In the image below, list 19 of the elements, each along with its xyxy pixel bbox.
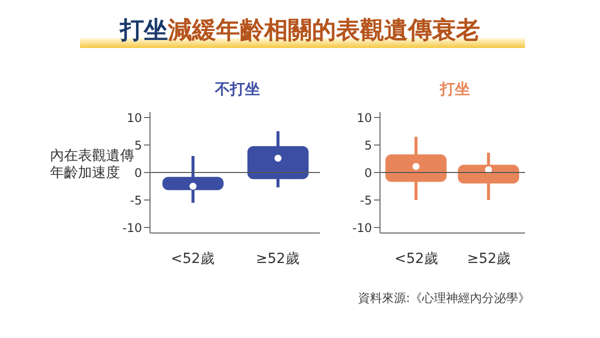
y-tick-label: 10 xyxy=(126,110,142,125)
y-tick-label: -10 xyxy=(352,220,372,235)
y-axis-title: 內在表觀遺傳年齡加速度 xyxy=(50,148,134,181)
y-tick-label: 5 xyxy=(134,138,142,152)
x-tick-label: <52歲 xyxy=(394,250,438,267)
chart-title: 打坐減緩年齡相關的表觀遺傳衰老 xyxy=(118,15,481,46)
x-tick-label: ≥52歲 xyxy=(466,250,511,267)
y-tick-label: -10 xyxy=(122,220,142,235)
y-tick-label: -5 xyxy=(130,193,142,208)
y-tick-label: -5 xyxy=(360,193,372,208)
y-tick-label: 0 xyxy=(134,166,142,180)
x-tick-label: <52歲 xyxy=(170,250,214,267)
chart-subtitle: 打坐 xyxy=(438,80,471,100)
y-tick-label: 10 xyxy=(356,110,372,125)
x-tick-label: ≥52歲 xyxy=(256,250,300,267)
source-note: 資料來源:《心理神經內分泌學》 xyxy=(358,290,530,307)
y-tick-label: 5 xyxy=(364,138,372,152)
chart-subtitle: 不打坐 xyxy=(214,80,261,100)
y-tick-label: 0 xyxy=(364,166,372,180)
